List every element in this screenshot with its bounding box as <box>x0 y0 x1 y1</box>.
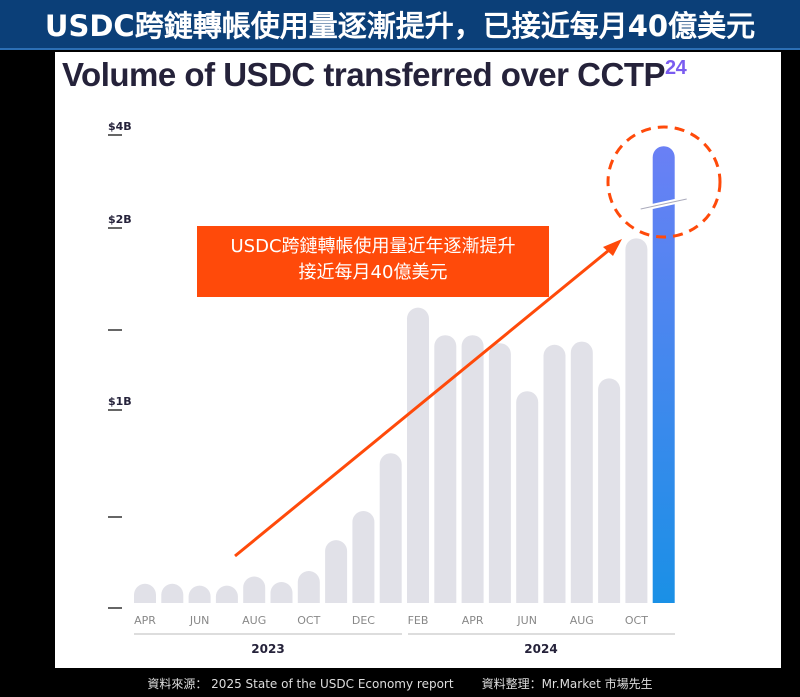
y-tick-label: $4B <box>108 120 132 133</box>
chart-title: Volume of USDC transferred over CCTP24 <box>62 56 687 93</box>
bar <box>270 581 293 603</box>
x-tick-label: OCT <box>297 614 320 627</box>
bar <box>407 307 429 603</box>
x-tick-label: JUN <box>516 614 537 627</box>
callout-line-2: 接近每月40億美元 <box>298 262 448 283</box>
bar <box>297 571 320 603</box>
bar <box>488 343 511 603</box>
bar <box>461 335 484 603</box>
y-tick-label: $2B <box>108 213 132 226</box>
banner-title: USDC跨鏈轉帳使用量逐漸提升，已接近每月40億美元 <box>0 0 800 50</box>
bar <box>134 583 156 603</box>
x-group-label: 2024 <box>524 642 557 656</box>
x-tick-label: AUG <box>242 614 266 627</box>
x-tick-label: DEC <box>352 614 375 627</box>
bar <box>598 378 621 603</box>
x-tick-label: APR <box>134 614 156 627</box>
footer-compiled: 資料整理：Mr.Market 市場先生 <box>481 677 653 691</box>
highlight-circle <box>606 125 722 239</box>
bar <box>379 453 402 603</box>
axis-break-line <box>640 198 687 210</box>
bar <box>161 583 184 603</box>
x-tick-label: OCT <box>625 614 648 627</box>
bar <box>215 585 238 603</box>
x-tick-label: JUN <box>189 614 210 627</box>
footer: 資料來源： 2025 State of the USDC Economy rep… <box>0 675 800 692</box>
bar <box>434 335 457 603</box>
y-tick-label: $1B <box>108 395 132 408</box>
bar <box>352 511 375 603</box>
bar <box>652 146 675 603</box>
x-tick-label: FEB <box>408 614 429 627</box>
x-group-label: 2023 <box>251 642 284 656</box>
callout-line-1: USDC跨鏈轉帳使用量近年逐漸提升 <box>230 236 516 257</box>
trend-arrow <box>234 244 615 558</box>
bar <box>570 341 593 603</box>
bar <box>516 391 539 603</box>
bar <box>243 576 266 603</box>
bar <box>625 238 648 604</box>
title-superscript: 24 <box>665 57 687 79</box>
x-tick-label: APR <box>462 614 484 627</box>
x-tick-label: AUG <box>570 614 594 627</box>
bar <box>325 540 348 603</box>
bar <box>188 585 211 603</box>
annotation-callout: USDC跨鏈轉帳使用量近年逐漸提升 接近每月40億美元 <box>197 226 549 297</box>
bar <box>543 344 566 603</box>
footer-source: 資料來源： 2025 State of the USDC Economy rep… <box>147 677 454 691</box>
arrow-head <box>603 239 622 256</box>
